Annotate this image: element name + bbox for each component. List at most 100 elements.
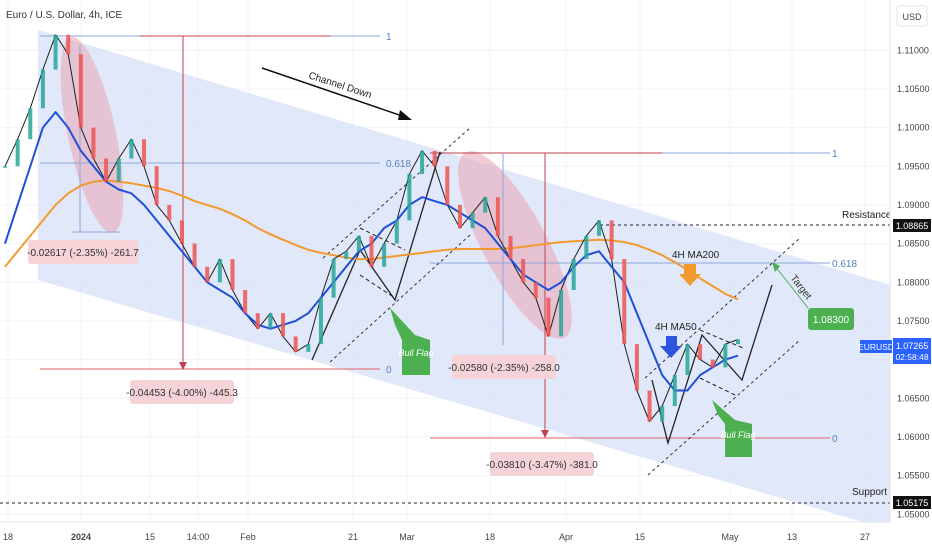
x-tick-label: 15 bbox=[635, 532, 645, 542]
symbol-tag: EURUSD bbox=[858, 340, 894, 353]
drop-box-3: -0.02580 (-2.35%) -258.0 bbox=[448, 355, 560, 379]
bull-channel-2-lower bbox=[647, 339, 801, 476]
fib-b-1-label: 1 bbox=[832, 149, 838, 160]
price-point bbox=[432, 150, 437, 167]
price-point bbox=[407, 174, 412, 221]
fib-b-0-label: 0 bbox=[832, 434, 838, 445]
fib-b-0618-label: 0.618 bbox=[832, 259, 857, 270]
price-point bbox=[40, 69, 45, 109]
price-point bbox=[306, 344, 311, 352]
price-point bbox=[533, 282, 538, 298]
zigzag-1 bbox=[311, 151, 441, 361]
price-point bbox=[331, 259, 336, 298]
price-point bbox=[167, 204, 172, 221]
price-point bbox=[710, 359, 715, 368]
currency-label: USD bbox=[902, 12, 922, 22]
y-tick-label: 1.05000 bbox=[897, 509, 930, 519]
bull-channel-1-upper bbox=[322, 127, 471, 259]
bull-channel-2-upper bbox=[644, 237, 801, 379]
countdown: 02:58:48 bbox=[895, 352, 928, 362]
bull-flag-1-label: Bull Flag bbox=[398, 348, 433, 358]
price-point bbox=[685, 344, 690, 376]
price-point bbox=[53, 34, 58, 70]
x-tick-label: Apr bbox=[559, 532, 573, 542]
ma200-arrow bbox=[679, 264, 701, 286]
support-value: 1.05175 bbox=[896, 498, 929, 508]
drop-arrow-1 bbox=[179, 362, 187, 370]
drop-box-4: -0.03810 (-3.47%) -381.0 bbox=[486, 452, 598, 476]
support-label: Support 1 bbox=[852, 487, 896, 498]
price-point bbox=[104, 158, 109, 182]
x-tick-label: 18 bbox=[485, 532, 495, 542]
x-ticks: 18 2024 15 14:00 Feb 21 Mar 18 Apr 15 May 13 27 bbox=[3, 532, 870, 542]
price-point bbox=[698, 344, 703, 360]
price-point bbox=[281, 313, 286, 337]
y-tick-label: 1.06500 bbox=[897, 393, 930, 403]
y-axis-panel bbox=[890, 0, 932, 550]
price-point bbox=[318, 297, 323, 345]
price-point bbox=[622, 259, 627, 345]
price-point bbox=[571, 259, 576, 290]
price-point bbox=[356, 235, 361, 252]
drop-1-label: -0.02617 (-2.35%) -261.7 bbox=[27, 248, 139, 259]
fib-a-0618-label: 0.618 bbox=[386, 159, 411, 170]
price-point bbox=[205, 266, 210, 283]
price-point bbox=[268, 313, 273, 329]
channel-down-zone bbox=[38, 30, 890, 530]
price-point bbox=[736, 339, 740, 345]
price-point bbox=[596, 220, 601, 236]
y-tick-label: 1.10000 bbox=[897, 123, 930, 133]
resistance-value: 1.08865 bbox=[896, 221, 929, 231]
symbol-label: EURUSD bbox=[858, 342, 894, 352]
price-point bbox=[634, 344, 639, 391]
fib-a-0-label: 0 bbox=[386, 365, 392, 376]
zigzag-2 bbox=[651, 284, 773, 446]
drop-2-label: -0.04453 (-4.00%) -445.3 bbox=[126, 388, 238, 399]
drop-4-label: -0.03810 (-3.47%) -381.0 bbox=[486, 460, 598, 471]
target-arrowhead bbox=[772, 262, 780, 272]
target-value: 1.08300 bbox=[813, 315, 850, 326]
ma200-label: 4H MA200 bbox=[672, 250, 720, 261]
x-tick-label: 15 bbox=[145, 532, 155, 542]
price-point bbox=[382, 243, 387, 267]
currency-box[interactable] bbox=[896, 5, 928, 27]
price-point bbox=[420, 150, 425, 174]
bull-flag-callout-2: Bull Flag bbox=[712, 400, 756, 457]
bull-flag-2-label: Bull Flag bbox=[720, 430, 755, 440]
target-arrow bbox=[774, 265, 809, 309]
x-tick-label: Feb bbox=[240, 532, 256, 542]
last-price: 1.07265 bbox=[896, 341, 929, 351]
price-point bbox=[457, 204, 462, 229]
price-point bbox=[116, 158, 121, 182]
y-tick-label: 1.09000 bbox=[897, 200, 930, 210]
price-point bbox=[78, 54, 83, 128]
price-point bbox=[3, 166, 7, 168]
price-point bbox=[495, 197, 500, 236]
price-point bbox=[192, 243, 197, 267]
price-point bbox=[483, 197, 488, 213]
series-group bbox=[3, 34, 740, 422]
bull-flag-callout-1: Bull Flag bbox=[390, 308, 434, 375]
resistance-tag: 1.08865 bbox=[893, 219, 931, 232]
price-point bbox=[91, 127, 96, 159]
price-point bbox=[243, 290, 248, 314]
price-point bbox=[546, 297, 551, 337]
y-tick-label: 1.08000 bbox=[897, 277, 930, 287]
y-tick-label: 1.08500 bbox=[897, 239, 930, 249]
price-point bbox=[66, 34, 71, 55]
y-tick-label: 1.10500 bbox=[897, 84, 930, 94]
price-point bbox=[508, 235, 513, 260]
y-ticks: 1.11000 1.10500 1.10000 1.09500 1.09000 1.085… bbox=[897, 45, 930, 519]
x-tick-label: 27 bbox=[860, 532, 870, 542]
price-point bbox=[15, 139, 20, 167]
price-point bbox=[609, 220, 614, 260]
x-tick-label: 13 bbox=[787, 532, 797, 542]
price-point bbox=[154, 166, 159, 205]
target-box: 1.08300 bbox=[808, 308, 854, 330]
price-point bbox=[723, 344, 728, 368]
drop-box-2: -0.04453 (-4.00%) -445.3 bbox=[126, 380, 238, 404]
resistance-label: Resistance 1 bbox=[842, 210, 900, 221]
x-axis-panel bbox=[0, 522, 932, 550]
drop-3-label: -0.02580 (-2.35%) -258.0 bbox=[448, 363, 560, 374]
